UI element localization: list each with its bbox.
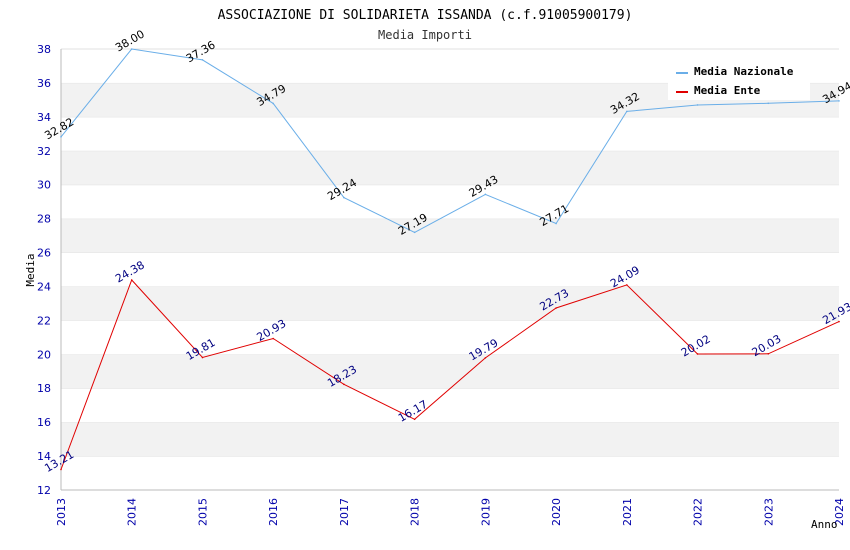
data-point	[767, 102, 770, 105]
y-tick-labels: 12 14 16 18 20 22 24 26 28 30 32 34 36 38	[37, 43, 51, 497]
grid-band	[61, 422, 839, 457]
data-point	[60, 136, 62, 138]
x-tick-label: 2015	[196, 498, 209, 526]
y-tick-label: 26	[37, 247, 51, 260]
x-tick-label: 2024	[833, 498, 846, 526]
legend-background	[668, 62, 810, 100]
series-layer	[60, 48, 840, 471]
data-point	[555, 222, 557, 225]
y-tick-label: 38	[37, 43, 51, 56]
x-tick-label: 2023	[762, 498, 775, 526]
y-tick-label: 22	[37, 314, 51, 327]
data-point	[838, 100, 840, 102]
data-point	[343, 383, 345, 386]
y-tick-label: 14	[37, 450, 51, 463]
data-point	[201, 356, 204, 359]
data-point	[201, 59, 204, 61]
x-tick-label: 2013	[55, 498, 68, 526]
data-point	[696, 353, 699, 355]
x-tick-label: 2017	[338, 498, 351, 526]
grid-band	[61, 456, 839, 490]
y-tick-label: 34	[37, 111, 51, 124]
data-point	[626, 284, 628, 286]
chart-subtitle: Media Importi	[378, 28, 472, 42]
data-point	[767, 352, 770, 355]
data-point	[413, 418, 416, 421]
y-tick-label: 28	[37, 213, 51, 226]
y-tick-label: 18	[37, 382, 51, 395]
x-tick-label: 2019	[479, 498, 492, 526]
data-point	[272, 337, 274, 340]
grid-band	[61, 116, 839, 151]
x-tick-label: 2020	[550, 498, 563, 526]
y-tick-label: 12	[37, 484, 51, 497]
data-point	[555, 307, 557, 309]
data-point	[130, 279, 133, 281]
data-point	[626, 110, 628, 113]
data-point	[130, 48, 133, 50]
y-tick-label: 16	[37, 416, 51, 429]
x-axis-title: Anno	[811, 518, 838, 531]
data-point	[343, 196, 345, 199]
grid-band	[61, 354, 839, 389]
grid-band	[61, 388, 839, 423]
data-point	[484, 357, 487, 359]
grid-band	[61, 286, 839, 321]
y-axis-title: Media	[24, 253, 37, 286]
legend-label-media-nazionale: Media Nazionale	[694, 65, 794, 78]
grid-band	[61, 252, 839, 287]
y-tick-label: 36	[37, 77, 51, 90]
data-point	[484, 193, 487, 196]
x-tick-label: 2022	[692, 498, 705, 526]
x-tick-label: 2018	[409, 498, 422, 526]
data-point	[413, 231, 416, 234]
data-point	[272, 102, 274, 105]
y-tick-label: 20	[37, 348, 51, 361]
grid-band	[61, 150, 839, 185]
y-tick-label: 32	[37, 145, 51, 158]
x-tick-label: 2021	[621, 498, 634, 526]
x-tick-label: 2014	[126, 498, 139, 526]
data-point	[60, 468, 62, 471]
grid-band	[61, 320, 839, 355]
legend-label-media-ente: Media Ente	[694, 84, 761, 97]
grid-bands	[61, 48, 839, 490]
y-tick-label: 30	[37, 179, 51, 192]
y-tick-label: 24	[37, 280, 51, 293]
legend: Media Nazionale Media Ente	[668, 62, 810, 100]
data-point	[696, 104, 699, 106]
series-line-media-ente	[60, 279, 840, 470]
x-tick-label: 2016	[267, 498, 280, 526]
series-line-media-nazionale	[60, 48, 840, 233]
chart-title: ASSOCIAZIONE DI SOLIDARIETA ISSANDA (c.f…	[218, 8, 633, 23]
grid-band	[61, 218, 839, 253]
data-point	[838, 320, 840, 323]
x-tick-labels: 2013 2014 2015 2016 2017 2018 2019 2020 2021 2022…	[55, 498, 846, 526]
